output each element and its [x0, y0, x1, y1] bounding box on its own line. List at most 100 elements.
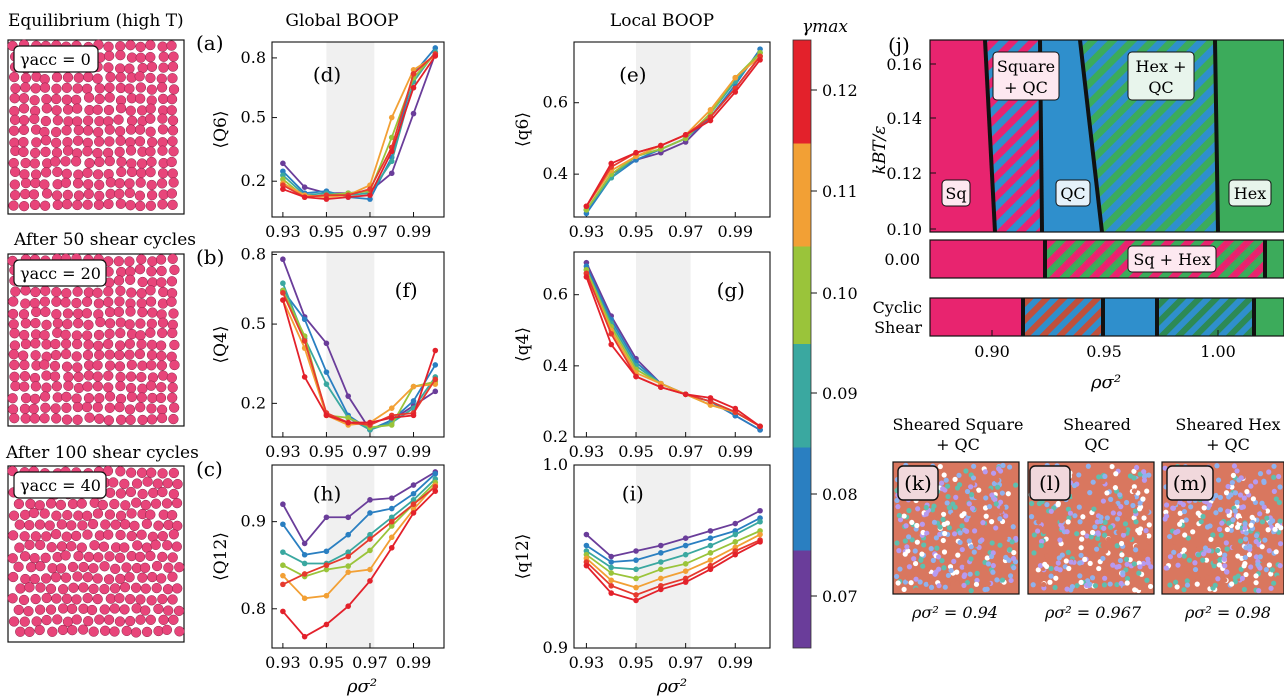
data-point — [707, 550, 714, 556]
series-line — [585, 520, 761, 571]
x-tick-label: 0.97 — [352, 653, 388, 672]
gamma-label-a: γacc = 0 — [20, 50, 91, 69]
region-label-hexqc-1: Hex + — [1136, 57, 1187, 76]
x-tick-label: 0.97 — [352, 222, 388, 241]
chart-d: 0.93 0.95 0.97 0.99 0.2 0.5 0.8 ⟨Q6⟩ (d) — [211, 41, 445, 241]
data-point — [345, 414, 352, 421]
plot-frame — [573, 464, 771, 649]
data-point — [707, 117, 714, 124]
x-tick-label: 0.99 — [717, 442, 753, 461]
series-line — [585, 541, 761, 602]
data-point — [608, 577, 615, 584]
x-tick-label: 0.93 — [265, 653, 301, 672]
region-label-sqqc-2: + QC — [1004, 78, 1048, 97]
xlabel-local: ρσ² — [656, 676, 687, 697]
data-point — [323, 621, 330, 628]
panel-tag: (e) — [619, 63, 646, 87]
data-point — [280, 297, 286, 303]
data-point — [388, 523, 395, 529]
data-point — [608, 590, 615, 596]
phase-x-tick-label: 1.00 — [1200, 342, 1236, 361]
data-point — [432, 388, 439, 395]
data-point — [301, 194, 308, 200]
x-tick-label: 0.97 — [668, 222, 704, 241]
series-line — [282, 55, 437, 201]
cyclic-label-1: Cyclic — [873, 298, 922, 317]
data-point — [301, 633, 308, 640]
series-line — [585, 509, 761, 558]
series-line — [282, 299, 437, 424]
data-point — [757, 518, 763, 525]
panel-b-title: After 50 shear cycles — [13, 230, 196, 250]
x-tick-label: 0.93 — [265, 442, 301, 461]
chart-i: 0.93 0.95 0.97 0.99 0.9 1.0 ⟨q12⟩ (i) — [513, 455, 771, 672]
x-tick-label: 0.95 — [618, 442, 654, 461]
data-point — [633, 575, 639, 582]
x-tick-label: 0.99 — [717, 653, 753, 672]
snapshot-l-title-2: QC — [1084, 435, 1109, 454]
snapshot-l-tag: (l) — [1039, 471, 1061, 495]
snapshot-k-title-1: Sheared Square — [893, 415, 1024, 434]
phase-x-tick-label: 0.90 — [974, 342, 1010, 361]
x-tick-label: 0.99 — [717, 222, 753, 241]
data-point — [345, 569, 352, 575]
data-point — [280, 182, 286, 188]
data-point — [323, 548, 330, 555]
data-point — [367, 536, 373, 542]
plot-frame — [271, 464, 445, 649]
data-point — [583, 562, 590, 569]
data-point — [280, 172, 286, 179]
data-point — [345, 553, 352, 560]
data-point — [608, 331, 615, 337]
data-point — [757, 539, 763, 545]
data-point — [410, 110, 417, 117]
colorbar-tick-label: 0.09 — [822, 384, 858, 403]
y-axis-label: ⟨q4⟩ — [513, 327, 533, 362]
snapshot-k — [892, 461, 1020, 595]
snapshot-l-caption: ρσ² = 0.967 — [1044, 603, 1142, 622]
data-point — [345, 563, 352, 569]
panel-j-tag: (j) — [888, 33, 910, 57]
x-tick-label: 0.93 — [569, 222, 605, 241]
data-point — [280, 581, 286, 588]
snapshot-k-tag: (k) — [904, 471, 932, 495]
data-point — [410, 412, 417, 419]
local-boop-header: Local BOOP — [610, 11, 714, 31]
colorbar-label: γmax — [802, 17, 848, 37]
data-point — [301, 551, 308, 558]
plot-frame — [573, 251, 771, 438]
data-point — [280, 168, 286, 175]
data-point — [682, 391, 689, 398]
data-point — [658, 575, 664, 582]
shaded-region — [326, 252, 375, 437]
data-point — [432, 362, 439, 368]
panel-tag: (i) — [622, 481, 644, 505]
x-tick-label: 0.95 — [309, 222, 345, 241]
data-point — [633, 373, 639, 380]
data-point — [280, 280, 286, 287]
data-point — [682, 561, 689, 567]
data-point — [301, 184, 308, 190]
cyclic-label-2: Shear — [874, 318, 922, 337]
x-tick-label: 0.97 — [668, 653, 704, 672]
data-point — [367, 531, 373, 538]
data-point — [388, 158, 395, 165]
y-tick-label: 0.8 — [241, 599, 266, 618]
series-line — [282, 490, 436, 638]
data-point — [732, 531, 739, 538]
data-point — [432, 488, 439, 494]
data-point — [410, 501, 417, 508]
data-point — [432, 347, 439, 354]
data-point — [323, 196, 330, 202]
data-point — [323, 192, 330, 198]
series-line — [282, 292, 437, 426]
panel-a-title: Equilibrium (high T) — [8, 11, 184, 31]
data-point — [280, 521, 286, 528]
data-point — [345, 419, 352, 426]
data-point — [410, 398, 417, 404]
data-point — [633, 566, 639, 573]
x-tick-label: 0.93 — [569, 653, 605, 672]
data-point — [345, 194, 352, 200]
series-line — [585, 517, 761, 563]
data-point — [410, 510, 417, 516]
